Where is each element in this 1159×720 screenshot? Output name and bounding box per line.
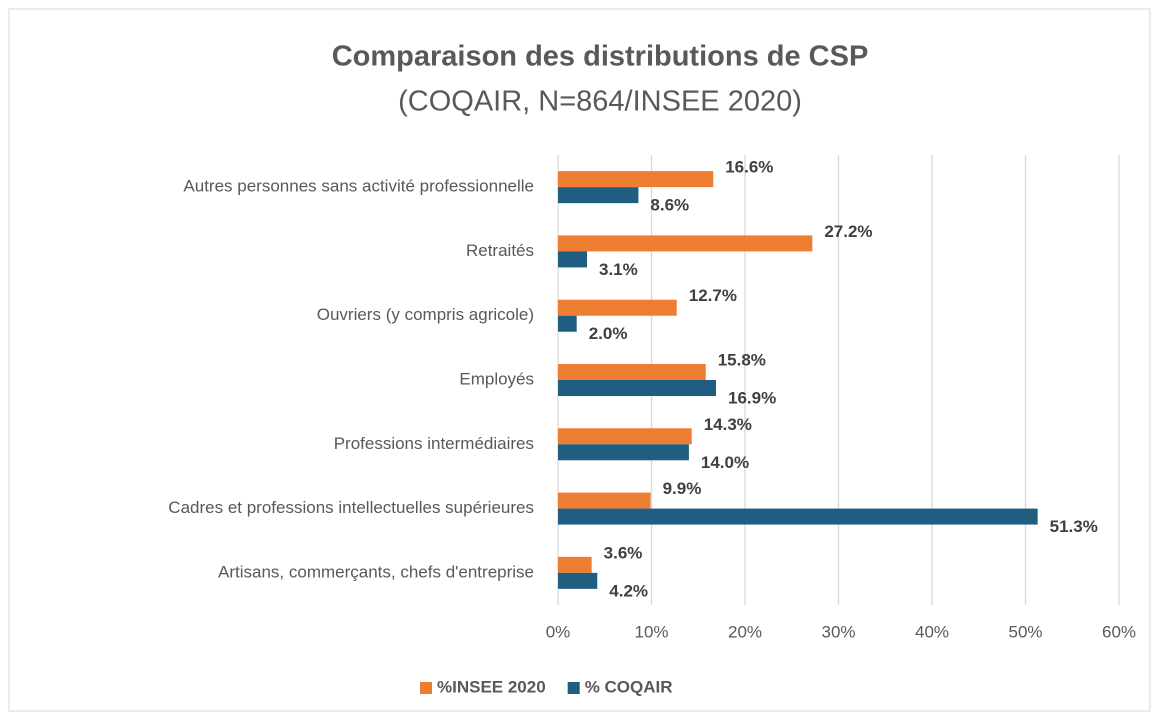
data-label: 51.3% (1050, 517, 1098, 536)
data-label: 3.1% (599, 260, 638, 279)
bar (558, 572, 598, 589)
data-label: 3.6% (604, 543, 643, 562)
data-label: 14.3% (704, 415, 752, 434)
data-label: 14.0% (701, 453, 749, 472)
y-tick-label: Ouvriers (y compris agricole) (317, 305, 534, 324)
bar (558, 235, 813, 252)
bar (558, 187, 639, 204)
data-label: 4.2% (609, 581, 648, 600)
chart-subtitle: (COQAIR, N=864/INSEE 2020) (398, 86, 802, 118)
data-label: 15.8% (718, 350, 766, 369)
data-label: 27.2% (824, 222, 872, 241)
bar (558, 299, 677, 316)
chart-title: Comparaison des distributions de CSP (332, 41, 869, 73)
data-label: 16.6% (725, 158, 773, 177)
bar (558, 492, 651, 509)
y-tick-label: Professions intermédiaires (334, 434, 534, 453)
x-tick-label: 30% (821, 622, 855, 641)
x-tick-label: 60% (1102, 622, 1136, 641)
x-tick-label: 20% (728, 622, 762, 641)
y-tick-label: Cadres et professions intellectuelles su… (168, 498, 534, 517)
legend-label: % COQAIR (585, 677, 673, 696)
data-label: 2.0% (589, 324, 628, 343)
bar (558, 251, 587, 268)
bar (558, 428, 692, 445)
data-label: 8.6% (650, 196, 689, 215)
data-label: 9.9% (663, 479, 702, 498)
legend-label: %INSEE 2020 (437, 677, 546, 696)
x-tick-label: 50% (1008, 622, 1042, 641)
data-label: 12.7% (689, 286, 737, 305)
bar (558, 508, 1038, 525)
bar (558, 380, 717, 396)
bar (558, 171, 714, 188)
y-tick-label: Retraités (466, 241, 534, 260)
bar (558, 556, 592, 573)
x-tick-label: 10% (634, 622, 668, 641)
y-tick-label: Autres personnes sans activité professio… (183, 177, 534, 196)
data-label: 16.9% (728, 388, 776, 407)
chart-frame (8, 8, 1151, 712)
y-tick-label: Employés (459, 369, 534, 388)
bar (558, 444, 689, 461)
legend-swatch (420, 682, 432, 694)
x-tick-label: 0% (546, 622, 571, 641)
y-tick-label: Artisans, commerçants, chefs d'entrepris… (218, 562, 534, 581)
legend-swatch (567, 682, 580, 694)
bar (558, 315, 577, 332)
x-tick-label: 40% (915, 622, 949, 641)
bar (558, 364, 706, 380)
